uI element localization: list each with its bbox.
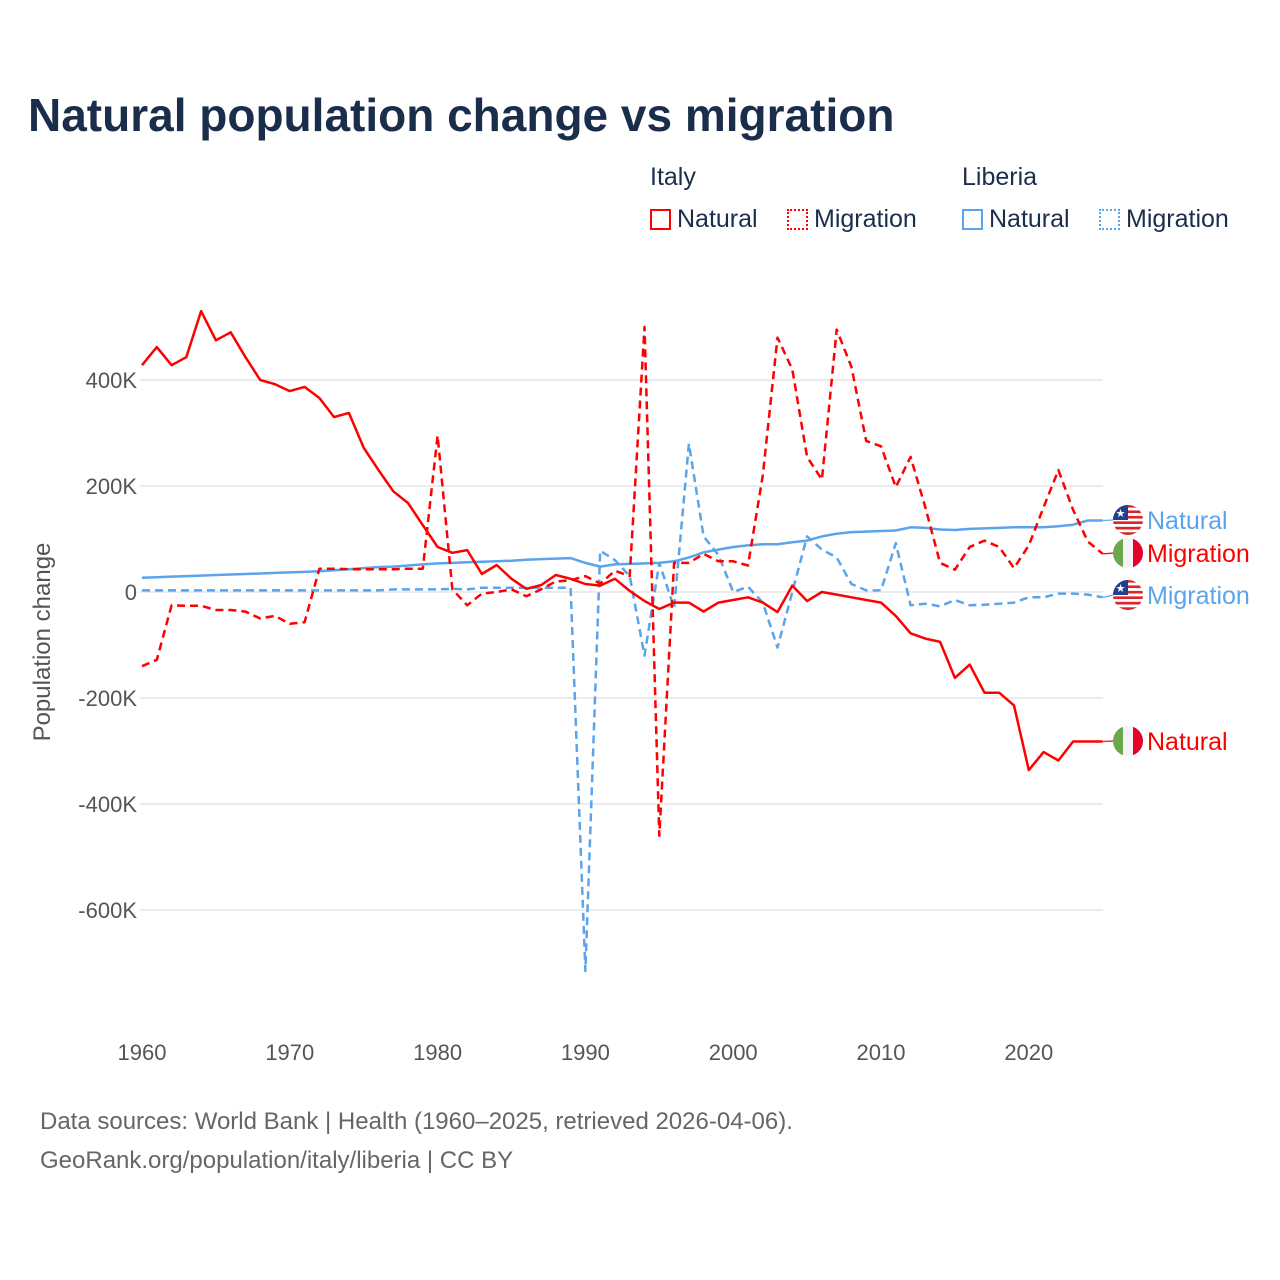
y-tick-label: 0 (125, 580, 137, 605)
y-tick-label: 400K (86, 368, 138, 393)
series-line-italy-migration (141, 325, 1104, 838)
legend-group-italy: Italy (650, 163, 696, 191)
y-tick-label: -200K (78, 686, 137, 711)
footer-sources: Data sources: World Bank | Health (1960–… (40, 1108, 793, 1135)
italy-flag-icon (1113, 538, 1143, 568)
x-tick-label: 2000 (709, 1040, 758, 1065)
legend-label: Natural (989, 205, 1070, 233)
series-line-italy-natural (141, 309, 1103, 772)
svg-text:★: ★ (1116, 583, 1126, 595)
y-tick-label: 200K (86, 474, 138, 499)
legend-italy-natural[interactable]: Natural (650, 205, 758, 234)
dotted-swatch-icon (1099, 209, 1120, 230)
end-label: Natural (1147, 728, 1228, 756)
legend-liberia-natural[interactable]: Natural (962, 205, 1070, 234)
end-connector (1102, 552, 1115, 555)
legend-liberia-migration[interactable]: Migration (1099, 205, 1229, 234)
y-tick-label: -600K (78, 898, 137, 923)
x-tick-label: 1980 (413, 1040, 462, 1065)
liberia-flag-icon: ★ (1113, 505, 1143, 535)
x-tick-label: 1960 (118, 1040, 167, 1065)
liberia-flag-icon: ★ (1113, 580, 1143, 610)
legend-italy-migration[interactable]: Migration (787, 205, 917, 234)
end-label: Migration (1147, 540, 1250, 568)
solid-swatch-icon (650, 209, 671, 230)
footer-credit: GeoRank.org/population/italy/liberia | C… (40, 1147, 514, 1174)
solid-swatch-icon (962, 209, 983, 230)
italy-flag-icon (1113, 726, 1143, 756)
end-connector (1102, 594, 1115, 598)
y-axis-label: Population change (29, 543, 56, 742)
chart-title: Natural population change vs migration (28, 89, 895, 141)
series-line-liberia-natural (141, 519, 1103, 579)
x-tick-label: 1970 (265, 1040, 314, 1065)
legend-label: Natural (677, 205, 758, 233)
x-tick-label: 2020 (1004, 1040, 1053, 1065)
y-tick-label: -400K (78, 792, 137, 817)
legend-group-liberia: Liberia (962, 163, 1038, 191)
x-tick-label: 2010 (857, 1040, 906, 1065)
end-label: Natural (1147, 507, 1228, 535)
dotted-swatch-icon (787, 209, 808, 230)
legend-label: Migration (1126, 205, 1229, 233)
legend-label: Migration (814, 205, 917, 233)
x-tick-label: 1990 (561, 1040, 610, 1065)
end-label: Migration (1147, 582, 1250, 610)
series-line-liberia-migration (142, 442, 1103, 973)
svg-text:★: ★ (1116, 508, 1126, 520)
